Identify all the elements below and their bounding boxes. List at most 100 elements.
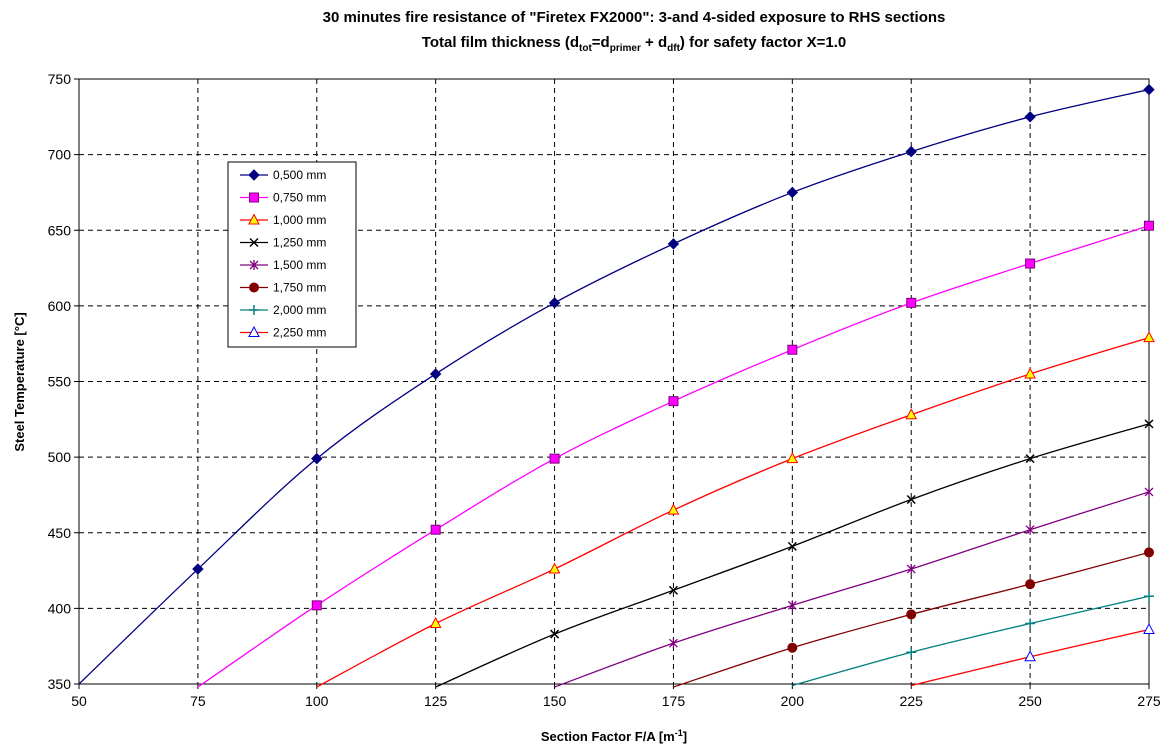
data-point [1025, 454, 1035, 464]
chart-subtitle: Total film thickness (dtot=dprimer + ddf… [422, 34, 846, 54]
x-tick-label: 275 [1137, 693, 1161, 709]
data-point [905, 145, 917, 158]
data-point [906, 297, 917, 308]
data-point [668, 396, 679, 407]
data-point [787, 600, 797, 611]
data-point [667, 238, 680, 250]
y-tick-label: 450 [48, 525, 72, 541]
data-point [550, 629, 560, 639]
data-point [311, 452, 323, 465]
data-point [1144, 486, 1154, 497]
data-point [787, 642, 798, 653]
data-point [668, 638, 678, 649]
series-4 [554, 486, 1154, 688]
y-tick-label: 700 [48, 147, 72, 163]
legend-item: 1,750 mm [240, 281, 326, 295]
y-tick-label: 500 [48, 449, 72, 465]
legend-item: 0,500 mm [240, 168, 326, 182]
legend: 0,500 mm 0,750 mm 1,000 mm 1,250 mm 1,500 mm… [227, 161, 357, 348]
x-axis-ticks: 50 75 100 125 150 175 200 225 250 275 [71, 684, 1161, 709]
legend-label: 1,750 mm [273, 281, 326, 295]
series-6 [792, 591, 1154, 687]
legend-label: 1,000 mm [273, 213, 326, 227]
data-point [1144, 547, 1154, 558]
y-tick-label: 400 [48, 600, 72, 616]
legend-item: 1,500 mm [240, 258, 326, 272]
series-0 [78, 83, 1155, 685]
x-tick-label: 100 [305, 693, 329, 709]
data-point [1025, 258, 1036, 269]
data-point [430, 524, 441, 535]
data-point [667, 503, 680, 515]
data-point [1024, 650, 1036, 662]
series-line [554, 491, 1150, 688]
data-point [906, 494, 916, 505]
legend-item: 1,250 mm [240, 236, 326, 250]
y-tick-label: 550 [48, 374, 72, 390]
data-point [1024, 367, 1036, 379]
data-point [192, 563, 204, 575]
series-3 [435, 419, 1154, 688]
legend-item: 0,750 mm [240, 191, 326, 205]
legend-marker [249, 237, 259, 248]
legend-item: 2,000 mm [240, 303, 326, 317]
data-point [429, 616, 442, 628]
x-tick-label: 75 [190, 693, 206, 709]
legend-marker [249, 192, 259, 203]
series-line [78, 88, 1150, 685]
series-5 [673, 547, 1154, 688]
data-point [668, 585, 678, 595]
series-7 [911, 622, 1155, 687]
data-point [787, 541, 797, 551]
data-point [1143, 622, 1155, 635]
x-tick-label: 225 [900, 693, 924, 709]
data-point [1143, 83, 1155, 96]
series-line [792, 595, 1150, 687]
x-tick-label: 125 [424, 693, 448, 709]
series-group [78, 83, 1155, 688]
y-tick-label: 600 [48, 298, 72, 314]
data-point [311, 600, 322, 611]
data-point [548, 297, 561, 309]
data-point [906, 647, 917, 658]
data-point [1025, 524, 1035, 535]
data-point [905, 408, 918, 420]
legend-marker [249, 260, 259, 270]
data-point [1144, 591, 1154, 602]
legend-item: 2,250 mm [240, 326, 326, 340]
legend-marker [248, 213, 260, 225]
legend-marker [249, 305, 259, 315]
y-tick-label: 750 [48, 71, 72, 87]
legend-label: 1,500 mm [273, 258, 326, 272]
x-tick-label: 200 [781, 693, 805, 709]
x-tick-label: 150 [543, 693, 567, 709]
y-axis-title: Steel Temperature [°C] [12, 312, 27, 451]
data-point [787, 344, 798, 355]
data-point [1025, 618, 1036, 629]
y-tick-label: 350 [48, 676, 72, 692]
legend-label: 1,250 mm [273, 236, 326, 250]
legend-marker [248, 325, 260, 337]
series-line [316, 337, 1150, 688]
chart-title: 30 minutes fire resistance of "Firetex F… [323, 9, 946, 26]
series-2 [316, 331, 1155, 688]
data-point [786, 452, 799, 464]
x-tick-label: 250 [1018, 693, 1042, 709]
data-point [1144, 220, 1154, 231]
gridlines [79, 79, 1149, 684]
data-point [429, 368, 442, 380]
x-tick-label: 175 [662, 693, 686, 709]
x-axis-title: Section Factor F/A [m-1] [541, 728, 687, 744]
data-point [1143, 331, 1155, 343]
legend-marker [249, 282, 259, 293]
data-point [906, 564, 916, 575]
data-point [1025, 579, 1036, 590]
legend-label: 2,000 mm [273, 303, 326, 317]
y-axis-ticks: 350 400 450 500 550 600 650 700 750 [48, 71, 79, 692]
x-tick-label: 50 [71, 693, 87, 709]
data-point [549, 453, 560, 464]
data-point [786, 186, 799, 199]
legend-marker [248, 169, 260, 181]
legend-label: 0,500 mm [273, 168, 326, 182]
